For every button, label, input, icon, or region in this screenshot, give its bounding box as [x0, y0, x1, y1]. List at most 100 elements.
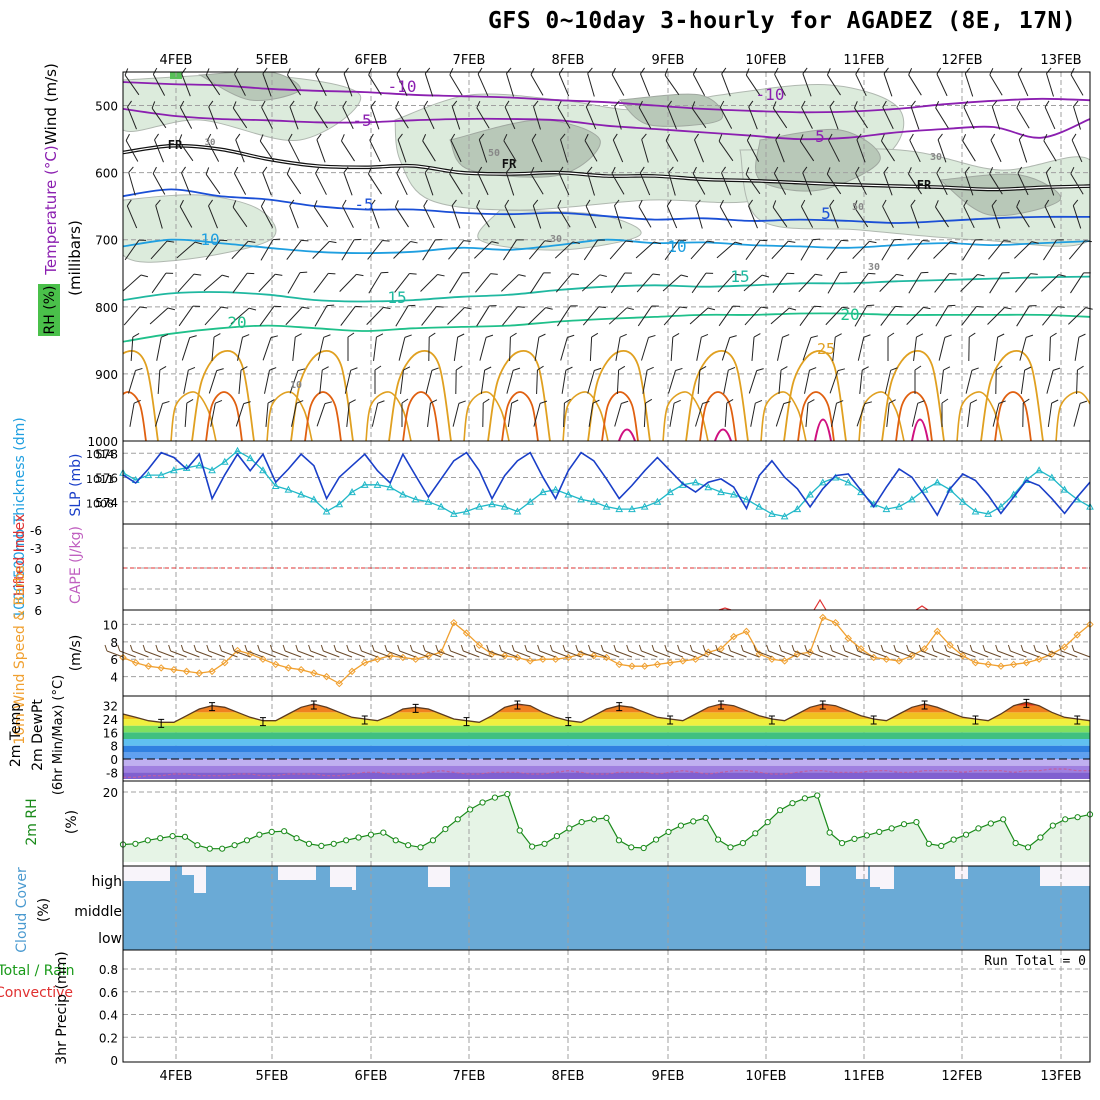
- wind-barb-flag: [243, 401, 251, 405]
- wind-barb-staff: [614, 205, 622, 229]
- wind-barb: [1020, 366, 1032, 394]
- thickness-point-71: [1022, 475, 1031, 483]
- wind-barb-staff: [424, 172, 434, 196]
- wind-barb-staff: [585, 106, 597, 130]
- wind-barb: [558, 166, 570, 196]
- temp-minmax-63: [921, 700, 928, 710]
- wind-barb-staff: [480, 370, 486, 394]
- wind-barb: [1017, 67, 1029, 97]
- wind-barb-flag: [457, 333, 465, 338]
- wind-barb-flag: [585, 100, 591, 108]
- wind-barb-flag: [242, 334, 250, 338]
- 10m-wind-point-58: [857, 645, 865, 653]
- wind-barb-flag: [591, 332, 599, 338]
- wind-barb: [448, 240, 471, 260]
- wind-barb: [990, 133, 1002, 163]
- wind-barb-staff: [695, 205, 703, 229]
- wind-barb-flag: [587, 166, 593, 173]
- wind-barb: [449, 167, 463, 195]
- wind-barb-flag: [125, 133, 130, 141]
- 10m-wind-point-74: [1060, 643, 1069, 651]
- wind-barb: [913, 333, 924, 361]
- 10m-wind-barb-41: [628, 650, 645, 658]
- wind-barb-staff: [907, 240, 923, 260]
- wind-barb-flag: [370, 100, 376, 107]
- wind-barb-flag: [506, 67, 512, 74]
- 10m-wind-barb-68: [972, 650, 989, 658]
- wind-barb-flag: [1004, 307, 1012, 310]
- wind-barb: [906, 306, 931, 325]
- wind-barb: [639, 166, 651, 196]
- wind-barb-flag: [560, 133, 566, 140]
- 2m-rh-point-4: [169, 833, 176, 840]
- ytick-precip-0.4: 0.4: [99, 1009, 118, 1023]
- wind-barb: [614, 400, 629, 427]
- 10m-wind-barb-flag-23: [397, 644, 401, 652]
- wind-barb-staff: [555, 273, 573, 293]
- wind-barb-flag: [286, 167, 291, 175]
- contour-label-12: 15: [730, 267, 749, 286]
- wind-barb-flag: [646, 366, 654, 371]
- wind-barb-staff: [531, 139, 543, 163]
- wind-barb-staff: [611, 173, 625, 195]
- ylabel-wind: Wind (m/s): [42, 63, 60, 145]
- wind-barb-staff: [447, 307, 465, 325]
- wind-barb: [636, 273, 661, 293]
- wind-barb-staff: [615, 337, 621, 361]
- 10m-wind-barb-flag-13: [269, 644, 273, 652]
- wind-barb-flag: [451, 100, 458, 107]
- wind-barb-staff: [343, 172, 353, 196]
- wind-barb: [449, 67, 463, 96]
- wind-barb-staff: [183, 370, 189, 394]
- wind-barb-flag: [787, 272, 795, 275]
- wind-barb: [422, 239, 443, 261]
- 10m-wind-barb-72: [1022, 650, 1040, 658]
- wind-barb-flag: [835, 333, 842, 338]
- wind-barb-flag: [326, 304, 335, 307]
- wind-barb-flag: [235, 133, 241, 141]
- wind-barb: [259, 305, 282, 327]
- 10m-wind-barb-flag-19: [346, 644, 350, 652]
- wind-barb-flag: [356, 273, 364, 277]
- wind-barb-staff: [612, 139, 624, 163]
- 10m-wind-barb-flag-53: [778, 644, 782, 652]
- wind-barb-staff: [265, 403, 269, 427]
- wind-barb: [933, 241, 958, 259]
- wind-barb-flag: [868, 272, 876, 275]
- wind-barb: [718, 305, 741, 327]
- wind-barb: [719, 100, 733, 129]
- wind-barb-flag: [1016, 100, 1021, 108]
- wind-barb: [369, 133, 381, 163]
- wind-barb-staff: [151, 272, 167, 294]
- wind-barb: [339, 273, 364, 292]
- isotherm--10-line: [123, 81, 1090, 114]
- wind-barb: [420, 274, 445, 292]
- ytick-slp-1011: 1011: [86, 473, 114, 486]
- wind-barb-flag: [788, 240, 796, 243]
- wind-barb-staff: [965, 370, 973, 394]
- wind-barb-flag: [1071, 133, 1077, 141]
- wind-barb: [668, 367, 683, 394]
- 10m-wind-barb-3: [144, 650, 162, 658]
- wind-barb: [149, 307, 176, 325]
- ylabel-cape: CAPE (J/kg): [68, 526, 84, 604]
- thickness-point-51: [768, 509, 776, 517]
- wind-barb-flag: [205, 167, 210, 175]
- wind-barb-staff: [370, 205, 380, 229]
- wind-barb-flag: [395, 200, 399, 208]
- wind-barb-staff: [231, 240, 249, 260]
- wind-barb-staff: [1015, 273, 1031, 293]
- wind-barb: [423, 100, 435, 130]
- wind-barb-flag: [638, 100, 643, 108]
- wind-barb: [504, 100, 516, 130]
- wind-barb: [128, 166, 136, 196]
- wind-barb-staff: [396, 172, 408, 196]
- wind-barb-staff: [453, 337, 459, 361]
- temp-minmax-35: [565, 717, 572, 727]
- wind-barb: [852, 240, 877, 259]
- slp-line: [122, 451, 1091, 517]
- wind-barb: [611, 67, 625, 96]
- wind-barb: [798, 273, 823, 293]
- wind-barb-flag: [477, 67, 483, 75]
- wind-barb-flag: [648, 334, 656, 339]
